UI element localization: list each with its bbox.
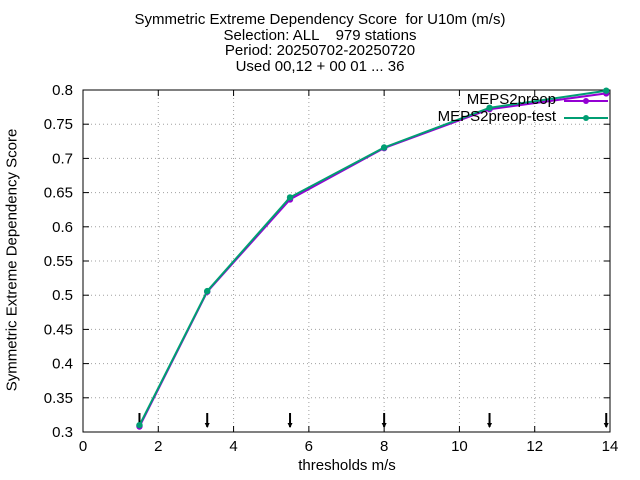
- legend-marker: [583, 97, 589, 104]
- y-tick-label: 0.55: [44, 253, 73, 270]
- data-point-1: [204, 287, 211, 295]
- legend-entry-meps2preop: MEPS2preop: [438, 91, 610, 108]
- y-tick-label: 0.35: [44, 390, 73, 407]
- x-tick-label: 4: [229, 438, 237, 455]
- y-tick-label: 0.65: [44, 185, 73, 202]
- x-tick-label: 0: [79, 438, 87, 455]
- x-tick-label: 12: [526, 438, 543, 455]
- x-tick-label: 2: [154, 438, 162, 455]
- series-line-0: [138, 92, 607, 427]
- x-tick-label: 8: [380, 438, 388, 455]
- chart-subtitle-used: Used 00,12 + 00 01 ... 36: [235, 57, 405, 75]
- data-point-1: [286, 194, 294, 201]
- y-axis-label: Symmetric Extreme Dependency Score: [3, 128, 21, 392]
- threshold-marker-head: [487, 423, 493, 428]
- legend-entry-meps2preop-test: MEPS2preop-test: [438, 108, 610, 125]
- chart-subtitle-selection: Selection: ALL 979 stations: [223, 26, 417, 44]
- x-tick-label: 10: [451, 438, 468, 455]
- legend-label: MEPS2preop-test: [437, 107, 556, 125]
- legend-label: MEPS2preop: [466, 90, 556, 108]
- y-tick-label: 0.6: [52, 219, 73, 236]
- y-tick-label: 0.75: [44, 116, 73, 133]
- threshold-marker-head: [381, 423, 387, 428]
- data-point-1: [380, 144, 388, 151]
- y-tick-label: 0.8: [52, 82, 73, 99]
- threshold-marker-head: [603, 423, 609, 428]
- y-tick-label: 0.5: [52, 287, 73, 304]
- data-point-1: [136, 421, 143, 429]
- legend-marker: [583, 114, 589, 121]
- legend-swatch-meps2preop: [564, 97, 608, 104]
- legend: MEPS2preop MEPS2preop-test: [438, 91, 610, 125]
- y-tick-label: 0.3: [52, 424, 73, 441]
- y-tick-label: 0.4: [52, 356, 73, 373]
- threshold-marker-head: [204, 423, 210, 428]
- legend-swatch-meps2preop-test: [564, 114, 608, 121]
- chart-title-block: Symmetric Extreme Dependency Score for U…: [0, 12, 640, 74]
- data-point-1: [603, 87, 610, 94]
- y-tick-label: 0.45: [44, 321, 73, 338]
- threshold-marker-head: [287, 423, 293, 428]
- series-line-1: [138, 89, 607, 426]
- chart-subtitle-period: Period: 20250702-20250720: [224, 42, 416, 59]
- y-tick-label: 0.7: [52, 150, 73, 167]
- chart-title: Symmetric Extreme Dependency Score for U…: [134, 11, 506, 28]
- data-point-1: [486, 104, 493, 111]
- x-axis-label: thresholds m/s: [298, 457, 396, 474]
- x-tick-label: 6: [305, 438, 313, 455]
- x-tick-label: 14: [602, 438, 619, 455]
